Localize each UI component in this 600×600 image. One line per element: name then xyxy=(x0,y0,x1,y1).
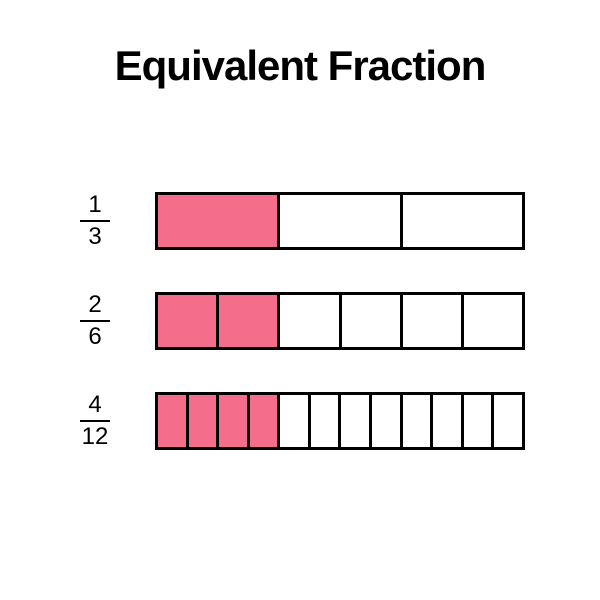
fraction-bar-diagram xyxy=(155,292,525,350)
fraction-numerator: 4 xyxy=(88,393,101,417)
segment-filled xyxy=(216,395,247,447)
segment-empty xyxy=(308,395,339,447)
fraction-denominator: 12 xyxy=(82,425,109,449)
segment-empty xyxy=(338,395,369,447)
fraction-denominator: 6 xyxy=(88,325,101,349)
page-title: Equivalent Fraction xyxy=(0,42,600,90)
segment-filled xyxy=(247,395,278,447)
segment-empty xyxy=(491,395,522,447)
segment-empty xyxy=(277,195,399,247)
fraction-bar-diagram xyxy=(155,192,525,250)
segment-empty xyxy=(369,395,400,447)
fraction-bar-diagram xyxy=(155,392,525,450)
fraction-label: 13 xyxy=(65,193,125,249)
segment-empty xyxy=(461,395,492,447)
segment-empty xyxy=(277,395,308,447)
fraction-label: 412 xyxy=(65,393,125,449)
segment-empty xyxy=(339,295,400,347)
fraction-row: 412 xyxy=(65,392,535,450)
segment-filled xyxy=(186,395,217,447)
fraction-row: 13 xyxy=(65,192,535,250)
segment-filled xyxy=(216,295,277,347)
segment-filled xyxy=(158,395,186,447)
segment-filled xyxy=(158,295,216,347)
segment-filled xyxy=(158,195,277,247)
segment-empty xyxy=(277,295,338,347)
segment-empty xyxy=(400,295,461,347)
segment-empty xyxy=(430,395,461,447)
fraction-label: 26 xyxy=(65,293,125,349)
fraction-numerator: 1 xyxy=(88,193,101,217)
fraction-numerator: 2 xyxy=(88,293,101,317)
fraction-bar xyxy=(80,320,110,322)
segment-empty xyxy=(400,195,522,247)
fraction-denominator: 3 xyxy=(88,225,101,249)
segment-empty xyxy=(461,295,522,347)
fraction-bar xyxy=(80,420,110,422)
fraction-row: 26 xyxy=(65,292,535,350)
segment-empty xyxy=(400,395,431,447)
fraction-bar xyxy=(80,220,110,222)
